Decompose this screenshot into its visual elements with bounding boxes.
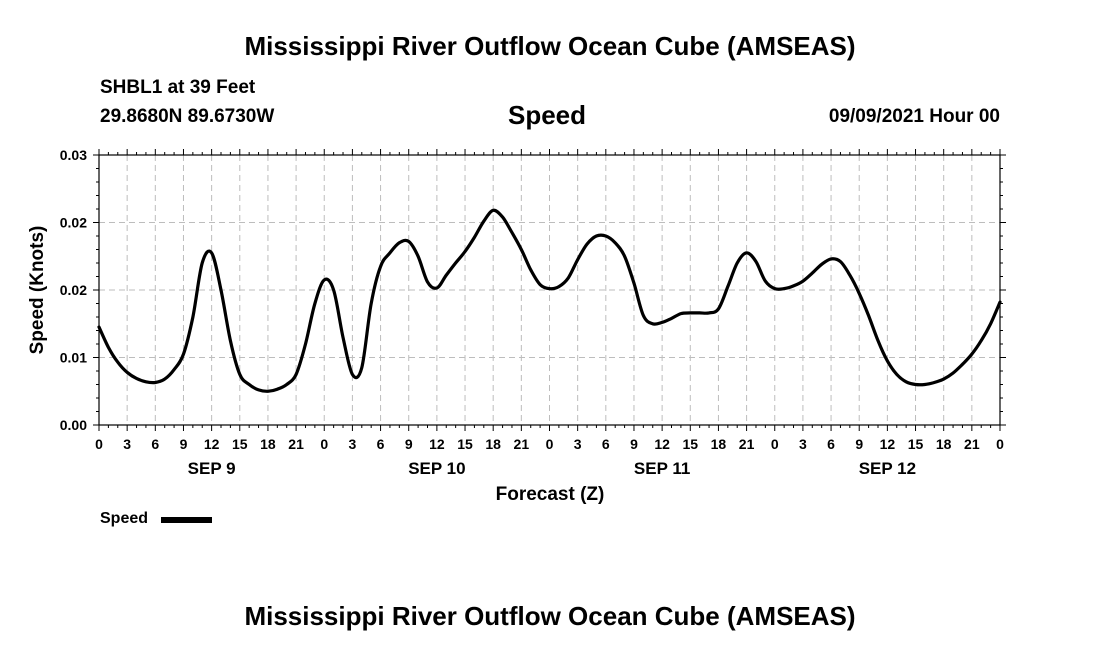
x-tick-label: 9 bbox=[405, 436, 413, 452]
y-axis-title: Speed (Knots) bbox=[27, 226, 48, 355]
x-tick-label: 3 bbox=[349, 436, 357, 452]
station-coords: 29.8680N 89.6730W bbox=[100, 106, 275, 127]
x-tick-label: 21 bbox=[288, 436, 304, 452]
legend-label: Speed bbox=[100, 510, 149, 527]
y-tick-label: 0.01 bbox=[60, 350, 87, 366]
x-tick-label: 15 bbox=[908, 436, 924, 452]
x-tick-label: 18 bbox=[485, 436, 501, 452]
x-tick-label: 21 bbox=[964, 436, 980, 452]
forecast-datetime: 09/09/2021 Hour 00 bbox=[828, 106, 1000, 127]
y-tick-label: 0.03 bbox=[60, 147, 87, 163]
x-tick-label: 0 bbox=[996, 436, 1004, 452]
y-tick-label: 0.02 bbox=[60, 215, 87, 231]
x-tick-label: 12 bbox=[204, 436, 220, 452]
x-tick-label: 9 bbox=[855, 436, 863, 452]
x-tick-label: 6 bbox=[151, 436, 159, 452]
x-axis-title: Forecast (Z) bbox=[496, 484, 605, 505]
x-tick-label: 15 bbox=[457, 436, 473, 452]
y-tick-label: 0.02 bbox=[60, 282, 87, 298]
y-tick-label: 0.00 bbox=[60, 417, 87, 433]
x-tick-label: 6 bbox=[827, 436, 835, 452]
x-tick-label: 3 bbox=[123, 436, 131, 452]
top-title: Mississippi River Outflow Ocean Cube (AM… bbox=[244, 31, 856, 61]
x-tick-label: 0 bbox=[320, 436, 328, 452]
x-tick-label: 6 bbox=[377, 436, 385, 452]
station-label: SHBL1 at 39 Feet bbox=[100, 77, 256, 98]
series-line-speed bbox=[97, 208, 1002, 393]
bottom-title: Mississippi River Outflow Ocean Cube (AM… bbox=[244, 601, 856, 631]
x-tick-label: 18 bbox=[260, 436, 276, 452]
x-tick-label: 18 bbox=[711, 436, 727, 452]
x-tick-label: 12 bbox=[429, 436, 445, 452]
x-tick-label: 3 bbox=[574, 436, 582, 452]
x-tick-label: 9 bbox=[630, 436, 638, 452]
x-tick-label: 21 bbox=[514, 436, 530, 452]
legend-swatch bbox=[161, 517, 212, 523]
x-tick-label: 15 bbox=[682, 436, 698, 452]
day-label: SEP 9 bbox=[188, 459, 236, 478]
x-tick-label: 9 bbox=[180, 436, 188, 452]
x-tick-label: 6 bbox=[602, 436, 610, 452]
day-label: SEP 11 bbox=[634, 459, 690, 478]
x-tick-label: 0 bbox=[546, 436, 554, 452]
grid-lines bbox=[99, 155, 1000, 425]
day-label: SEP 10 bbox=[408, 459, 465, 478]
x-tick-label: 21 bbox=[739, 436, 755, 452]
x-tick-label: 0 bbox=[95, 436, 103, 452]
x-tick-label: 3 bbox=[799, 436, 807, 452]
x-tick-label: 0 bbox=[771, 436, 779, 452]
day-label: SEP 12 bbox=[859, 459, 916, 478]
x-tick-label: 18 bbox=[936, 436, 952, 452]
plot-frame bbox=[98, 154, 1001, 426]
variable-title: Speed bbox=[508, 100, 587, 130]
x-tick-label: 15 bbox=[232, 436, 248, 452]
axis-labels: 0 3 6 9 12 15 18 21 0 3 6 9 12 15 18 21 0 3 6 9 12 15 18 21 0 3 6 9… bbox=[60, 147, 1004, 478]
x-tick-label: 12 bbox=[654, 436, 670, 452]
x-tick-label: 12 bbox=[880, 436, 896, 452]
